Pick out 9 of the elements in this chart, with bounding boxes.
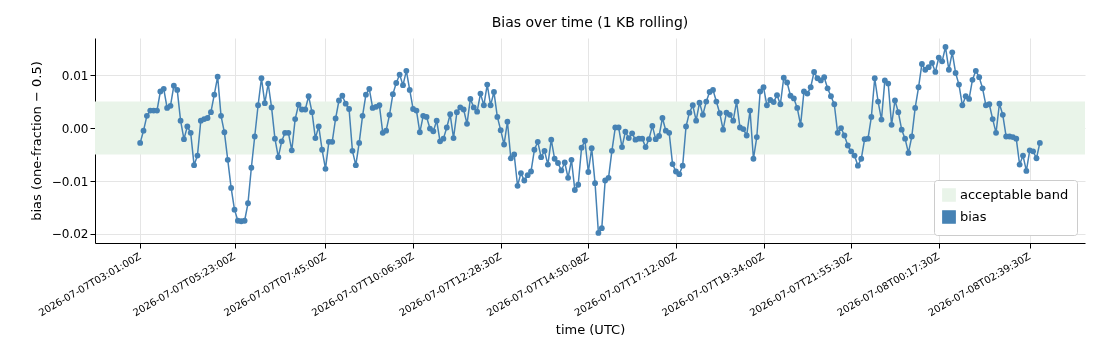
legend-label: bias	[960, 209, 987, 224]
legend-label: acceptable band	[960, 187, 1069, 202]
y-tick-label: 0.00	[61, 121, 89, 136]
y-tick-label: −0.01	[51, 174, 89, 189]
y-axis-title: bias (one-fraction − 0.5)	[28, 61, 44, 221]
x-axis-title: time (UTC)	[555, 322, 626, 338]
y-tick-label: 0.01	[61, 68, 89, 83]
y-tick-label: −0.02	[51, 227, 89, 242]
chart-title: Bias over time (1 KB rolling)	[491, 14, 689, 30]
